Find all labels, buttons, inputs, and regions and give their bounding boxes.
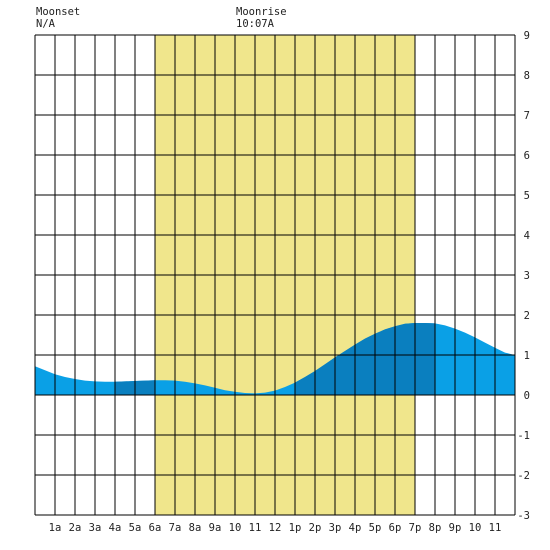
tide-area-dark-segment <box>295 323 435 395</box>
y-tick-label: 5 <box>524 190 530 202</box>
x-tick-label: 8p <box>429 522 442 534</box>
y-tick-label: 1 <box>524 350 530 362</box>
x-tick-label: 3a <box>89 522 102 534</box>
y-tick-label: 9 <box>524 30 530 42</box>
x-tick-label: 11 <box>249 522 262 534</box>
y-tick-label: -2 <box>517 470 530 482</box>
x-tick-label: 11 <box>489 522 502 534</box>
moonset-label: Moonset <box>36 6 81 18</box>
y-tick-label: -3 <box>517 510 530 522</box>
x-tick-label: 4a <box>109 522 122 534</box>
x-tick-label: 9p <box>449 522 462 534</box>
x-tick-label: 12 <box>269 522 282 534</box>
moonset-value: N/A <box>36 18 55 30</box>
y-tick-label: 7 <box>524 110 530 122</box>
moonrise-label: Moonrise <box>236 6 287 18</box>
y-tick-label: 4 <box>524 230 530 242</box>
x-tick-label: 7p <box>409 522 422 534</box>
y-tick-label: 3 <box>524 270 530 282</box>
x-tick-label: 1p <box>289 522 302 534</box>
x-tick-label: 6a <box>149 522 162 534</box>
x-tick-label: 10 <box>229 522 242 534</box>
x-tick-label: 2p <box>309 522 322 534</box>
x-tick-label: 2a <box>69 522 82 534</box>
x-tick-label: 10 <box>469 522 482 534</box>
x-tick-label: 1a <box>49 522 62 534</box>
x-tick-label: 6p <box>389 522 402 534</box>
x-tick-label: 5a <box>129 522 142 534</box>
x-tick-label: 9a <box>209 522 222 534</box>
x-tick-label: 8a <box>189 522 202 534</box>
x-tick-label: 5p <box>369 522 382 534</box>
x-tick-label: 4p <box>349 522 362 534</box>
y-tick-label: -1 <box>517 430 530 442</box>
y-tick-label: 0 <box>524 390 530 402</box>
moonrise-value: 10:07A <box>236 18 274 30</box>
x-tick-label: 7a <box>169 522 182 534</box>
y-tick-label: 6 <box>524 150 530 162</box>
y-tick-label: 2 <box>524 310 530 322</box>
y-tick-label: 8 <box>524 70 530 82</box>
x-tick-label: 3p <box>329 522 342 534</box>
